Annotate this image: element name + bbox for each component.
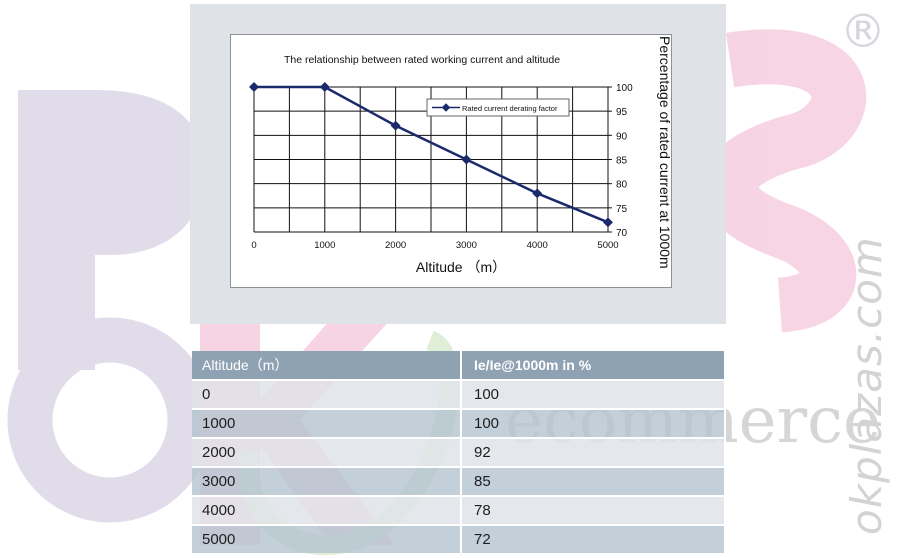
chart-legend: Rated current derating factor — [426, 98, 570, 117]
x-tick-label: 3000 — [456, 240, 477, 251]
x-tick-label: 1000 — [314, 240, 335, 251]
x-tick-label: 5000 — [597, 240, 618, 251]
data-point — [319, 82, 330, 92]
x-tick-label: 2000 — [385, 240, 406, 251]
altitude-cell: 0 — [192, 379, 462, 409]
y-tick-label: 75 — [616, 204, 628, 215]
series-line — [254, 85, 609, 224]
data-point — [461, 154, 472, 165]
legend-label: Rated current derating factor — [462, 104, 558, 113]
legend-marker — [441, 103, 451, 112]
table-row: 1000 100 — [192, 408, 726, 438]
altitude-cell: 2000 — [192, 437, 462, 467]
y-tick-label: 85 — [616, 156, 628, 167]
data-point — [532, 188, 543, 199]
altitude-cell: 1000 — [192, 408, 462, 438]
x-tick-label: 0 — [251, 240, 256, 251]
altitude-table: Altitude（m） Ie/Ie@1000m in % 0 100 1000 … — [192, 351, 726, 553]
table-row: 0 100 — [192, 379, 726, 409]
table-row: 5000 72 — [192, 524, 726, 553]
table-row: 4000 78 — [192, 495, 726, 525]
y-tick-label: 100 — [616, 83, 633, 94]
chart-series — [249, 82, 613, 228]
table-row: 2000 92 — [192, 437, 726, 467]
ratio-cell: 100 — [461, 408, 726, 438]
y-tick-label: 95 — [616, 107, 628, 118]
y-tick-label: 70 — [616, 228, 628, 239]
x-axis-label: Altitude （m） — [416, 259, 506, 275]
chart-title: The relationship between rated working c… — [284, 54, 560, 66]
ratio-cell: 72 — [461, 524, 726, 553]
altitude-cell: 3000 — [192, 466, 462, 496]
ratio-cell: 92 — [461, 437, 726, 467]
ratio-cell: 85 — [461, 466, 726, 496]
altitude-cell: 4000 — [192, 495, 462, 525]
table-row: 3000 85 — [192, 466, 726, 496]
data-point — [603, 217, 613, 228]
legend-box — [426, 98, 570, 117]
watermark-brand: okplazas.com — [842, 236, 891, 535]
ratio-cell: 78 — [461, 495, 726, 525]
table-header-row: Altitude（m） Ie/Ie@1000m in % — [192, 351, 726, 380]
col-header-altitude: Altitude（m） — [192, 351, 462, 380]
y-tick-label: 90 — [616, 131, 628, 142]
data-point — [249, 82, 259, 92]
chart-frame — [230, 34, 672, 288]
data-point — [390, 120, 401, 131]
col-header-ratio: Ie/Ie@1000m in % — [461, 351, 726, 380]
chart-panel — [190, 4, 726, 324]
y-tick-label: 80 — [616, 180, 628, 191]
altitude-cell: 5000 — [192, 524, 462, 553]
x-tick-label: 4000 — [527, 240, 548, 251]
y-axis-label: Percentage of rated current at 1000m — [657, 36, 673, 269]
registered-mark: ® — [840, 4, 886, 58]
ratio-cell: 100 — [461, 379, 726, 409]
